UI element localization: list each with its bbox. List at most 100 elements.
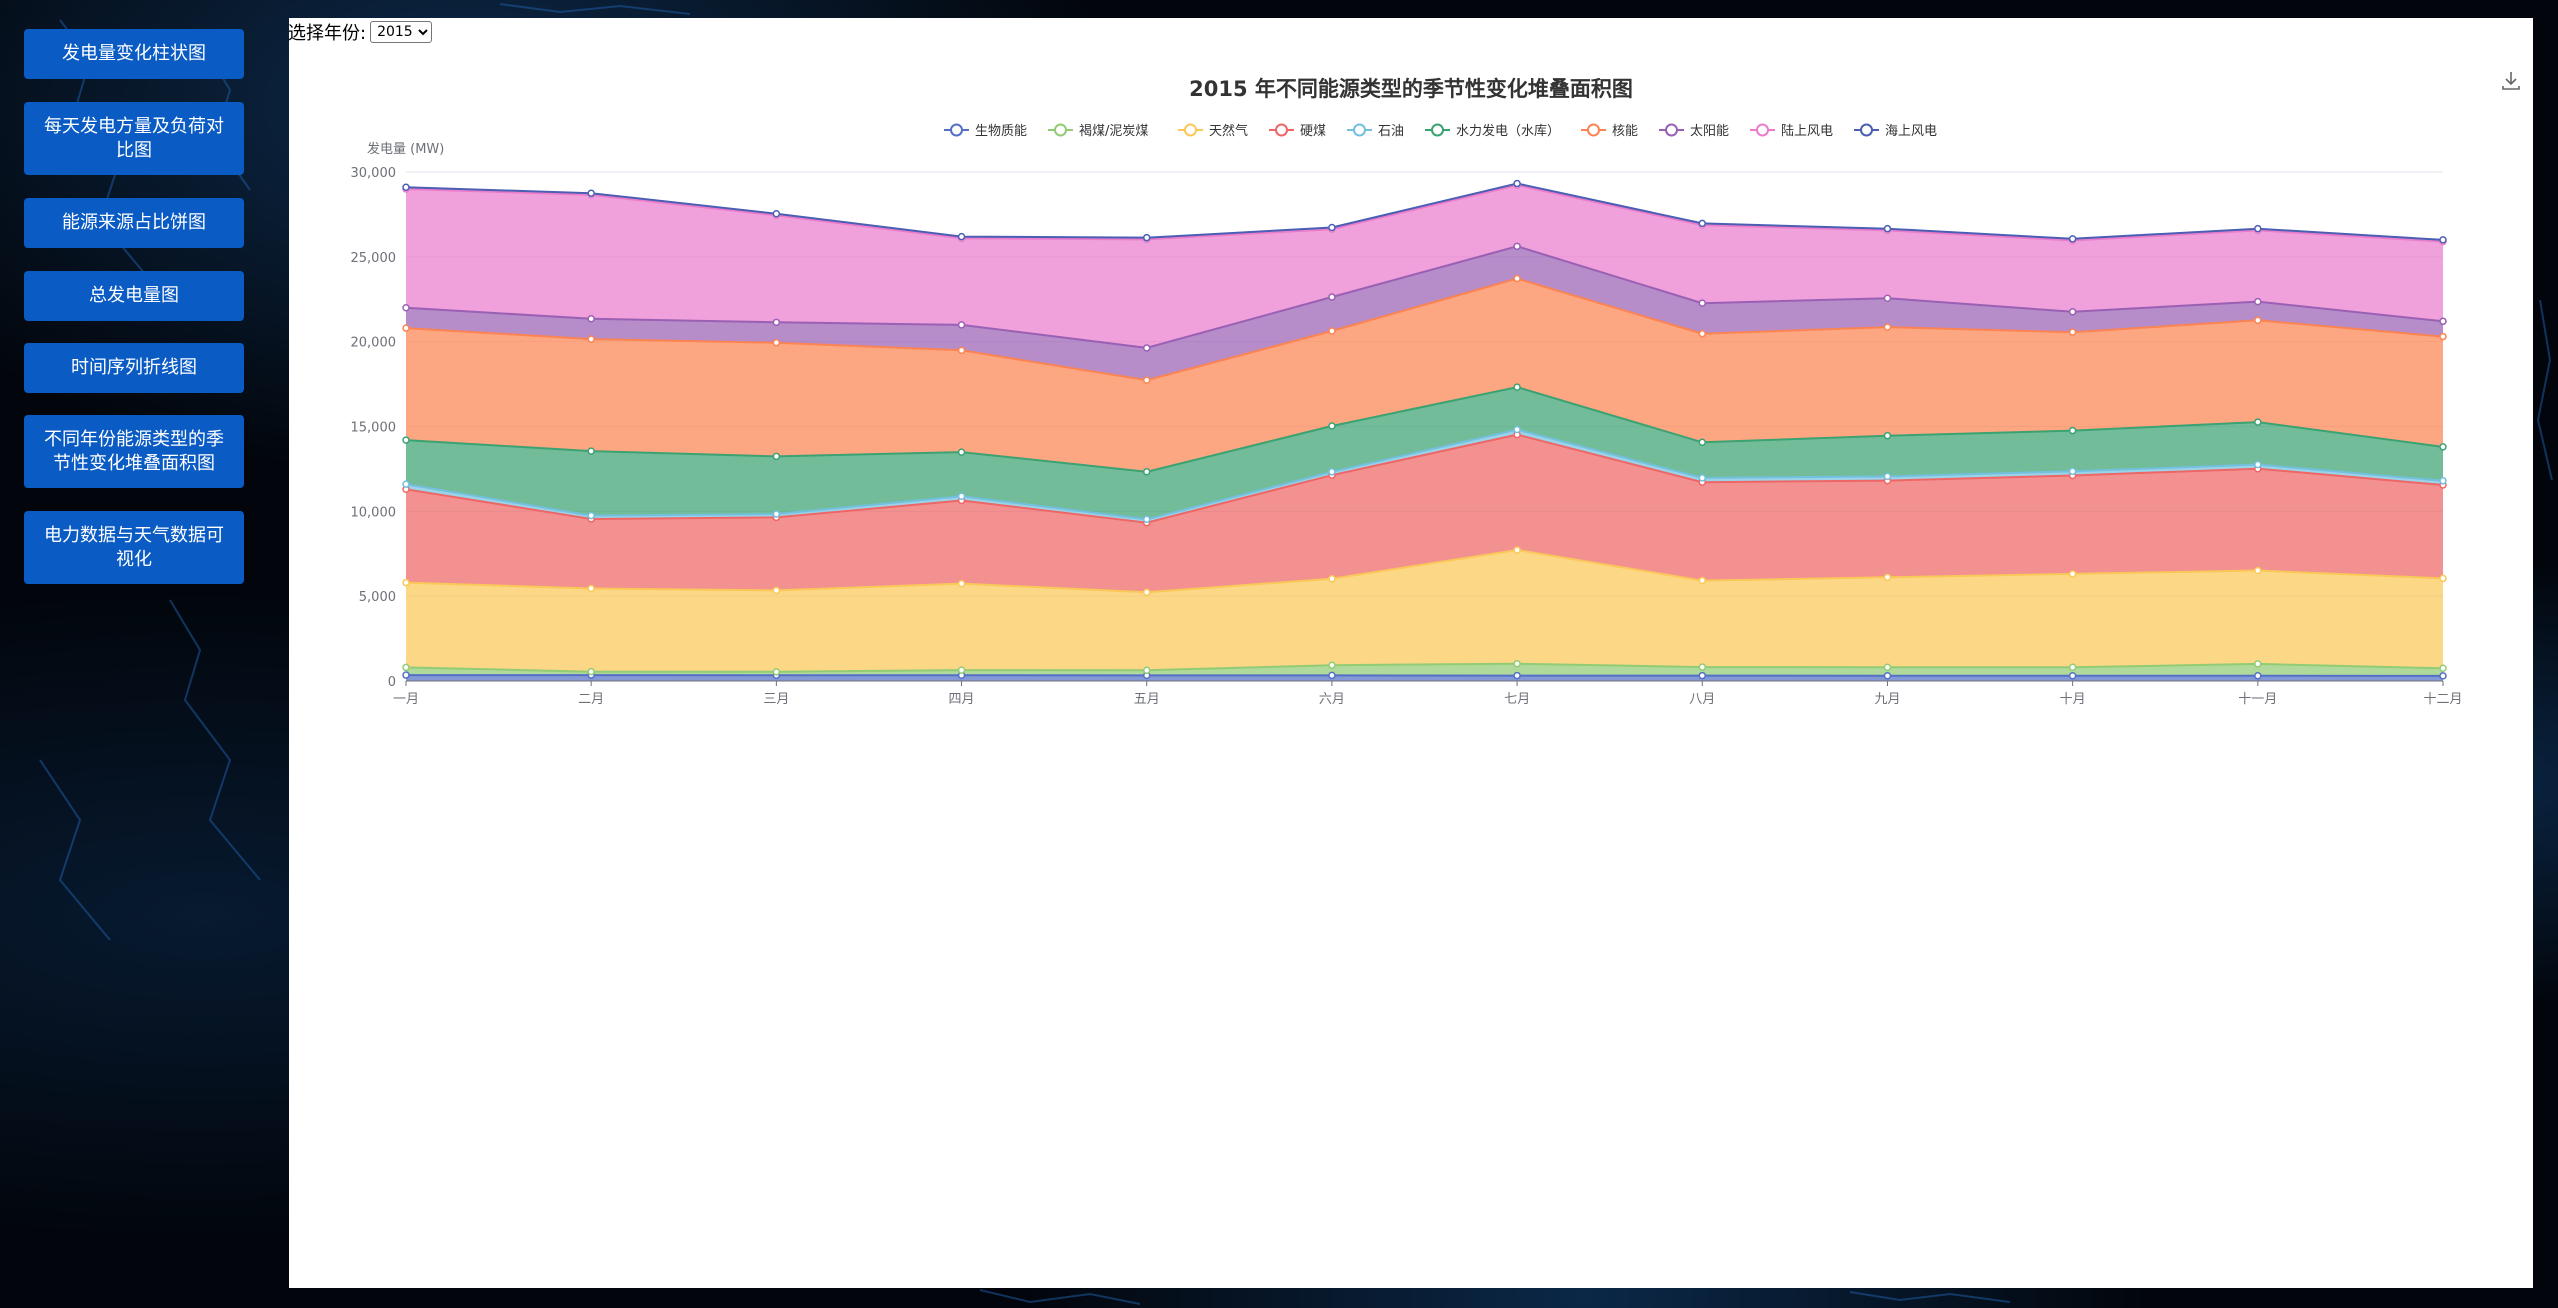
data-point[interactable]: [1698, 671, 1707, 680]
data-point[interactable]: [1698, 329, 1707, 338]
data-point[interactable]: [402, 324, 410, 332]
data-point[interactable]: [1883, 224, 1892, 233]
data-point[interactable]: [1142, 376, 1151, 384]
data-point[interactable]: [402, 480, 410, 488]
year-select[interactable]: 2015: [370, 21, 433, 43]
data-point[interactable]: [587, 315, 595, 323]
data-point[interactable]: [402, 303, 410, 312]
data-point[interactable]: [1883, 671, 1892, 680]
data-point[interactable]: [587, 667, 595, 676]
data-point[interactable]: [772, 668, 781, 676]
data-point[interactable]: [2439, 443, 2447, 451]
data-point[interactable]: [772, 586, 781, 595]
data-point[interactable]: [1328, 468, 1336, 476]
data-point[interactable]: [587, 335, 595, 343]
data-point[interactable]: [2439, 664, 2447, 673]
download-icon[interactable]: [2502, 72, 2520, 90]
data-point[interactable]: [1328, 327, 1336, 335]
data-point[interactable]: [2439, 574, 2447, 583]
data-point[interactable]: [1328, 661, 1336, 669]
nav-power-weather-button[interactable]: 电力数据与天气数据可视化: [24, 511, 244, 584]
data-point[interactable]: [587, 584, 595, 593]
data-point[interactable]: [957, 346, 966, 355]
data-point[interactable]: [1142, 588, 1151, 597]
data-point[interactable]: [402, 436, 410, 444]
data-point[interactable]: [402, 183, 410, 192]
data-point[interactable]: [2068, 426, 2077, 435]
data-point[interactable]: [1513, 425, 1521, 434]
data-point[interactable]: [1142, 666, 1151, 675]
data-point[interactable]: [1698, 438, 1707, 447]
data-point[interactable]: [1513, 383, 1521, 391]
legend-item[interactable]: 硬煤: [1269, 123, 1326, 139]
legend-item[interactable]: 陆上风电: [1750, 123, 1833, 139]
data-point[interactable]: [2068, 328, 2077, 336]
data-point[interactable]: [957, 232, 966, 241]
data-point[interactable]: [957, 448, 966, 456]
data-point[interactable]: [957, 321, 966, 329]
data-point[interactable]: [2254, 418, 2262, 426]
data-point[interactable]: [402, 578, 410, 587]
data-point[interactable]: [1513, 659, 1521, 668]
data-point[interactable]: [1883, 573, 1892, 582]
legend-item[interactable]: 石油: [1347, 123, 1404, 139]
nav-energy-source-pie-button[interactable]: 能源来源占比饼图: [24, 198, 244, 248]
data-point[interactable]: [1698, 663, 1707, 671]
legend-item[interactable]: 核能: [1581, 123, 1638, 139]
data-point[interactable]: [2254, 660, 2262, 668]
data-point[interactable]: [772, 452, 781, 461]
nav-total-generation-button[interactable]: 总发电量图: [24, 271, 244, 321]
data-point[interactable]: [587, 511, 595, 520]
legend-item[interactable]: 生物质能: [944, 123, 1027, 139]
data-point[interactable]: [2439, 477, 2447, 485]
nav-bar-chart-button[interactable]: 发电量变化柱状图: [24, 29, 244, 79]
data-point[interactable]: [1513, 179, 1521, 188]
data-point[interactable]: [2068, 308, 2077, 316]
data-point[interactable]: [1328, 671, 1336, 680]
data-point[interactable]: [957, 666, 966, 674]
data-point[interactable]: [1328, 574, 1336, 583]
data-point[interactable]: [2439, 332, 2447, 341]
legend-item[interactable]: 水力发电（水库）: [1425, 123, 1560, 139]
data-point[interactable]: [957, 579, 966, 588]
data-point[interactable]: [1328, 223, 1336, 232]
data-point[interactable]: [1883, 472, 1892, 481]
legend-item[interactable]: 太阳能: [1659, 123, 1729, 139]
data-point[interactable]: [2439, 317, 2447, 326]
data-point[interactable]: [772, 209, 781, 218]
nav-time-series-line-button[interactable]: 时间序列折线图: [24, 343, 244, 393]
data-point[interactable]: [2439, 672, 2447, 680]
data-point[interactable]: [1883, 663, 1892, 672]
data-point[interactable]: [2254, 316, 2262, 325]
nav-daily-generation-load-button[interactable]: 每天发电方量及负荷对比图: [24, 102, 244, 175]
data-point[interactable]: [1883, 294, 1892, 302]
data-point[interactable]: [1698, 576, 1707, 585]
legend-item[interactable]: 海上风电: [1854, 123, 1937, 139]
data-point[interactable]: [2254, 460, 2262, 469]
data-point[interactable]: [2068, 467, 2077, 476]
data-point[interactable]: [2254, 566, 2262, 575]
legend-item[interactable]: 褐煤/泥炭煤: [1048, 123, 1148, 139]
data-point[interactable]: [587, 447, 595, 455]
data-point[interactable]: [772, 318, 781, 327]
nav-seasonal-stacked-area-button[interactable]: 不同年份能源类型的季节性变化堆叠面积图: [24, 415, 244, 488]
data-point[interactable]: [1883, 323, 1892, 331]
data-point[interactable]: [772, 510, 781, 518]
data-point[interactable]: [1698, 219, 1707, 228]
data-point[interactable]: [1142, 515, 1151, 524]
data-point[interactable]: [772, 338, 781, 347]
data-point[interactable]: [2068, 671, 2077, 680]
data-point[interactable]: [1883, 431, 1892, 440]
data-point[interactable]: [1142, 468, 1151, 476]
data-point[interactable]: [587, 189, 595, 197]
data-point[interactable]: [957, 492, 966, 500]
data-point[interactable]: [2254, 671, 2262, 680]
data-point[interactable]: [1328, 422, 1336, 430]
data-point[interactable]: [1142, 344, 1151, 352]
data-point[interactable]: [1142, 233, 1151, 242]
data-point[interactable]: [2068, 663, 2077, 672]
data-point[interactable]: [1513, 274, 1521, 283]
data-point[interactable]: [402, 663, 410, 672]
data-point[interactable]: [1328, 293, 1336, 301]
data-point[interactable]: [2254, 297, 2262, 306]
